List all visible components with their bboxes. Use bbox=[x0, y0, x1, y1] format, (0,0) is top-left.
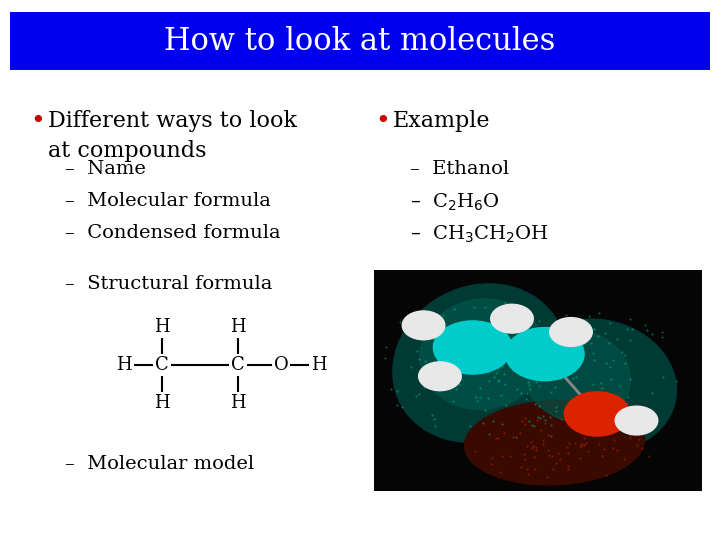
Text: –  Name: – Name bbox=[65, 160, 146, 178]
Ellipse shape bbox=[525, 330, 630, 423]
Text: O: O bbox=[274, 356, 289, 374]
Circle shape bbox=[505, 328, 584, 381]
Text: H: H bbox=[116, 356, 132, 374]
Text: Example: Example bbox=[393, 110, 490, 132]
Text: –  CH$_3$CH$_2$OH: – CH$_3$CH$_2$OH bbox=[410, 224, 549, 245]
Circle shape bbox=[549, 318, 593, 346]
Circle shape bbox=[433, 321, 512, 374]
Text: C: C bbox=[231, 356, 245, 374]
Text: •: • bbox=[30, 110, 45, 133]
Text: –  Molecular formula: – Molecular formula bbox=[65, 192, 271, 210]
Text: •: • bbox=[375, 110, 390, 133]
Circle shape bbox=[491, 305, 534, 333]
Text: H: H bbox=[311, 356, 327, 374]
Text: –  Ethanol: – Ethanol bbox=[410, 160, 509, 178]
Text: How to look at molecules: How to look at molecules bbox=[164, 25, 556, 57]
Circle shape bbox=[615, 406, 658, 435]
Text: –  Condensed formula: – Condensed formula bbox=[65, 224, 281, 242]
Ellipse shape bbox=[518, 319, 677, 451]
Circle shape bbox=[564, 392, 630, 436]
Text: Different ways to look
at compounds: Different ways to look at compounds bbox=[48, 110, 297, 163]
Text: –  Molecular model: – Molecular model bbox=[65, 455, 254, 473]
Text: H: H bbox=[154, 394, 170, 412]
Text: –  C$_2$H$_6$O: – C$_2$H$_6$O bbox=[410, 192, 500, 213]
Ellipse shape bbox=[464, 401, 644, 485]
Circle shape bbox=[418, 362, 462, 390]
Text: H: H bbox=[230, 394, 246, 412]
Ellipse shape bbox=[420, 299, 545, 409]
Ellipse shape bbox=[393, 284, 566, 442]
FancyBboxPatch shape bbox=[374, 270, 702, 491]
FancyBboxPatch shape bbox=[10, 12, 710, 70]
Circle shape bbox=[402, 311, 445, 340]
Text: –  Structural formula: – Structural formula bbox=[65, 275, 272, 293]
Text: C: C bbox=[155, 356, 169, 374]
Text: H: H bbox=[230, 318, 246, 336]
Text: H: H bbox=[154, 318, 170, 336]
